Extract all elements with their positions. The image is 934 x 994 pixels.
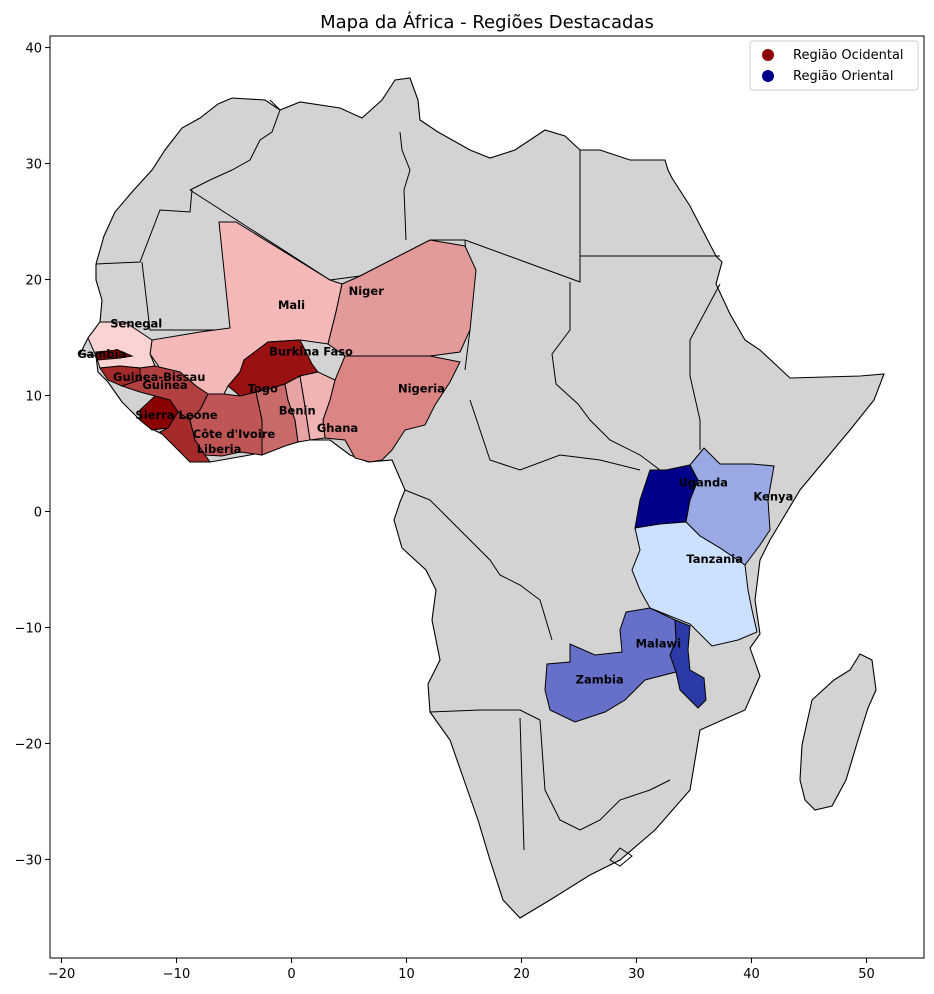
country-label-zambia: Zambia — [576, 673, 624, 687]
map-layer: Mali Niger Nigeria Senegal Gambia Guinea-Biss… — [77, 77, 885, 919]
x-tick-label: 0 — [287, 967, 295, 982]
madagascar-landmass — [799, 653, 877, 811]
country-label-sierra-leone: Sierra Leone — [135, 408, 217, 422]
country-label-c-te-d-ivoire: Côte d'Ivoire — [193, 427, 276, 441]
map-title: Mapa da África - Regiões Destacadas — [320, 11, 654, 33]
country-label-senegal: Senegal — [110, 317, 162, 331]
legend-marker-west — [762, 49, 774, 61]
country-niger[interactable] — [327, 239, 477, 357]
country-label-uganda: Uganda — [678, 476, 728, 490]
country-label-togo: Togo — [248, 382, 278, 396]
country-gambia[interactable] — [95, 349, 134, 361]
legend-marker-east — [762, 70, 774, 82]
country-labels: Mali Niger Nigeria Senegal Gambia Guinea-Biss… — [77, 284, 793, 687]
y-tick-label: 20 — [25, 274, 42, 289]
country-kenya[interactable] — [685, 447, 775, 566]
country-label-ghana: Ghana — [317, 421, 358, 435]
country-label-tanzania: Tanzania — [686, 552, 743, 566]
y-tick-label: 40 — [25, 42, 42, 57]
country-label-kenya: Kenya — [753, 489, 793, 503]
legend-box — [749, 40, 919, 91]
legend-label-east: Região Oriental — [793, 69, 893, 84]
x-tick-label: 40 — [743, 967, 760, 982]
legend: Região Ocidental Região Oriental — [749, 40, 919, 91]
x-tick-label: 30 — [628, 967, 645, 982]
y-tick-label: −30 — [15, 853, 42, 868]
country-label-mali: Mali — [278, 298, 305, 312]
country-label-nigeria: Nigeria — [398, 382, 445, 396]
country-label-liberia: Liberia — [197, 442, 242, 456]
country-label-guinea: Guinea — [142, 378, 187, 392]
country-label-malawi: Malawi — [636, 637, 681, 651]
x-tick-label: −20 — [48, 967, 75, 982]
x-tick-label: 10 — [398, 967, 415, 982]
x-axis: −20 −10 0 10 20 30 40 50 — [48, 958, 875, 982]
y-tick-label: −20 — [15, 737, 42, 752]
x-tick-label: −10 — [163, 967, 190, 982]
country-benin[interactable] — [299, 371, 336, 441]
highlighted-countries — [87, 221, 775, 723]
country-tanzania[interactable] — [631, 521, 758, 647]
x-tick-label: 50 — [858, 967, 875, 982]
y-axis: 40 30 20 10 0 −10 −20 −30 — [15, 42, 50, 868]
y-tick-label: 10 — [25, 390, 42, 405]
country-zambia[interactable] — [544, 607, 677, 723]
y-tick-label: 0 — [34, 505, 42, 520]
country-label-burkina-faso: Burkina Faso — [269, 344, 353, 358]
y-tick-label: 30 — [25, 158, 42, 173]
y-tick-label: −10 — [15, 621, 42, 636]
country-label-benin: Benin — [279, 404, 316, 418]
country-label-guinea-bissau: Guinea-Bissau — [113, 370, 205, 384]
country-liberia[interactable] — [159, 411, 211, 463]
country-label-gambia: Gambia — [77, 347, 126, 361]
country-label-niger: Niger — [349, 284, 385, 298]
x-tick-label: 20 — [513, 967, 530, 982]
legend-label-west: Região Ocidental — [793, 48, 904, 63]
